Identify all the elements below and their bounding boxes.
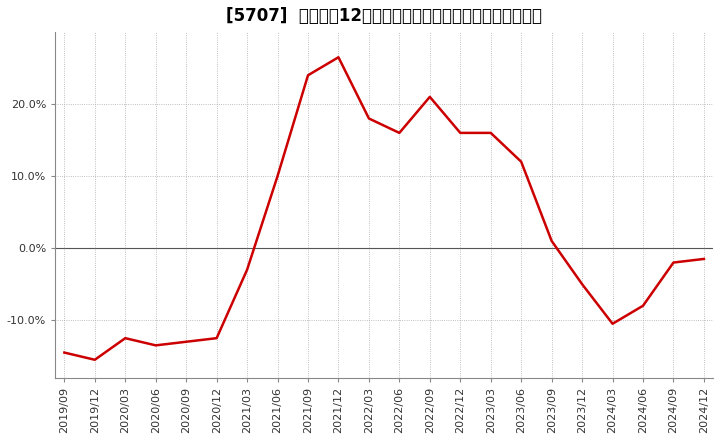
Title: [5707]  売上高の12か月移動合計の対前年同期増減率の推移: [5707] 売上高の12か月移動合計の対前年同期増減率の推移 bbox=[226, 7, 542, 25]
